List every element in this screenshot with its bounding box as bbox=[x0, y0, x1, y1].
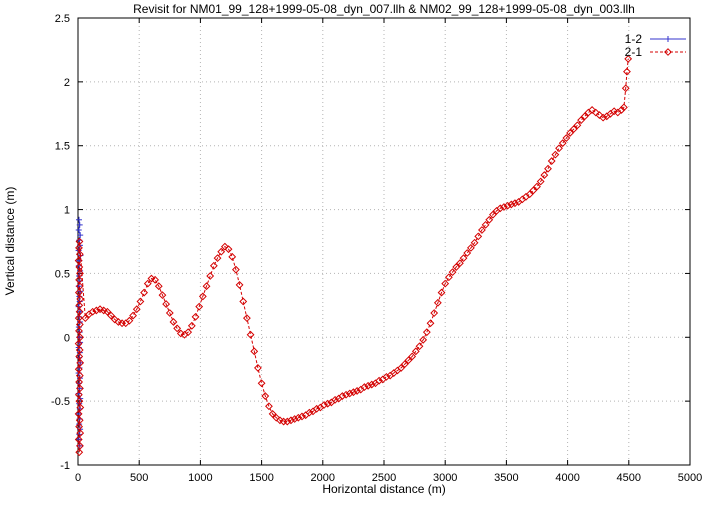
y-tick-label: 1 bbox=[64, 205, 70, 217]
chart-title: Revisit for NM01_99_128+1999-05-08_dyn_0… bbox=[133, 2, 635, 16]
y-tick-label: 1.5 bbox=[55, 141, 70, 153]
y-tick-label: -0.5 bbox=[51, 396, 70, 408]
x-tick-label: 1500 bbox=[249, 472, 273, 484]
y-tick-label: 2 bbox=[64, 77, 70, 89]
x-tick-label: 5000 bbox=[678, 472, 702, 484]
series-2-1 bbox=[74, 54, 633, 457]
chart-generated-layer: 0 500 1000 1500 2000 2500 3000 3500 4000 4500 5000… bbox=[51, 13, 702, 484]
x-tick-label: 2500 bbox=[372, 472, 396, 484]
y-tick-label: 0.5 bbox=[55, 268, 70, 280]
x-tick-label: 2000 bbox=[311, 472, 335, 484]
axis-ticks: 0 500 1000 1500 2000 2500 3000 3500 4000 4500 5000… bbox=[51, 13, 702, 484]
x-tick-label: 3000 bbox=[433, 472, 457, 484]
x-tick-label: 500 bbox=[130, 472, 148, 484]
x-tick-label: 1000 bbox=[188, 472, 212, 484]
y-tick-label: -1 bbox=[60, 460, 70, 472]
x-tick-label: 0 bbox=[75, 472, 81, 484]
legend-label: 1-2 bbox=[625, 32, 643, 46]
x-tick-label: 3500 bbox=[494, 472, 518, 484]
x-tick-label: 4500 bbox=[617, 472, 641, 484]
y-tick-label: 0 bbox=[64, 332, 70, 344]
x-tick-label: 4000 bbox=[555, 472, 579, 484]
legend-label: 2-1 bbox=[625, 45, 643, 59]
plot-frame bbox=[77, 17, 691, 466]
grid-lines bbox=[77, 17, 691, 466]
y-axis-label: Vertical distance (m) bbox=[3, 187, 17, 296]
y-tick-label: 2.5 bbox=[55, 13, 70, 25]
legend: 1-22-1 bbox=[625, 32, 686, 59]
x-axis-label: Horizontal distance (m) bbox=[322, 482, 445, 496]
